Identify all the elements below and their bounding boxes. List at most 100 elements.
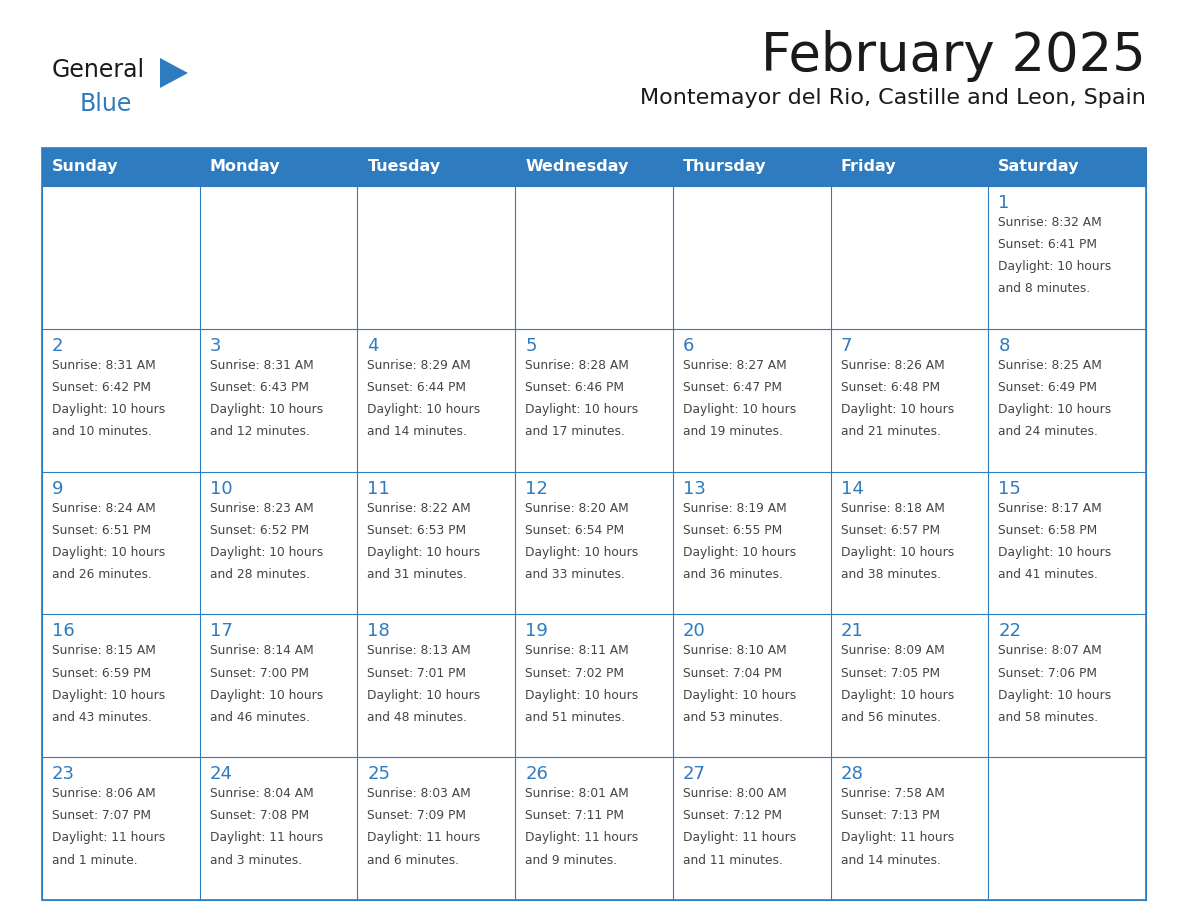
Text: Sunrise: 8:18 AM: Sunrise: 8:18 AM (841, 501, 944, 515)
Text: 16: 16 (52, 622, 75, 641)
Text: Daylight: 10 hours: Daylight: 10 hours (367, 546, 481, 559)
Text: Sunrise: 8:00 AM: Sunrise: 8:00 AM (683, 788, 786, 800)
Text: and 58 minutes.: and 58 minutes. (998, 711, 1099, 723)
Text: Daylight: 10 hours: Daylight: 10 hours (52, 688, 165, 701)
Text: Friday: Friday (841, 160, 896, 174)
Bar (42, 148, 1146, 900)
Text: Sunrise: 8:25 AM: Sunrise: 8:25 AM (998, 359, 1102, 372)
Text: and 41 minutes.: and 41 minutes. (998, 568, 1098, 581)
Text: Sunrise: 8:31 AM: Sunrise: 8:31 AM (210, 359, 314, 372)
Text: Sunrise: 8:28 AM: Sunrise: 8:28 AM (525, 359, 628, 372)
Text: Sunrise: 8:22 AM: Sunrise: 8:22 AM (367, 501, 472, 515)
Text: Sunset: 6:53 PM: Sunset: 6:53 PM (367, 524, 467, 537)
Text: 7: 7 (841, 337, 852, 354)
Text: Sunset: 6:52 PM: Sunset: 6:52 PM (210, 524, 309, 537)
Text: Daylight: 10 hours: Daylight: 10 hours (998, 688, 1112, 701)
Text: Daylight: 11 hours: Daylight: 11 hours (52, 832, 165, 845)
Text: Sunset: 7:11 PM: Sunset: 7:11 PM (525, 810, 624, 823)
Text: Daylight: 11 hours: Daylight: 11 hours (525, 832, 638, 845)
Text: Daylight: 10 hours: Daylight: 10 hours (525, 403, 638, 416)
Text: and 53 minutes.: and 53 minutes. (683, 711, 783, 723)
Text: and 11 minutes.: and 11 minutes. (683, 854, 783, 867)
Text: Sunrise: 8:01 AM: Sunrise: 8:01 AM (525, 788, 628, 800)
Text: Sunset: 6:51 PM: Sunset: 6:51 PM (52, 524, 151, 537)
Text: and 56 minutes.: and 56 minutes. (841, 711, 941, 723)
Text: and 8 minutes.: and 8 minutes. (998, 283, 1091, 296)
Text: Blue: Blue (80, 92, 132, 116)
Text: 3: 3 (210, 337, 221, 354)
Text: 25: 25 (367, 766, 391, 783)
Polygon shape (160, 58, 188, 88)
Text: Sunrise: 8:19 AM: Sunrise: 8:19 AM (683, 501, 786, 515)
Text: Sunset: 6:41 PM: Sunset: 6:41 PM (998, 238, 1098, 252)
Text: Wednesday: Wednesday (525, 160, 628, 174)
Text: Daylight: 10 hours: Daylight: 10 hours (367, 403, 481, 416)
Text: and 51 minutes.: and 51 minutes. (525, 711, 625, 723)
Text: 2: 2 (52, 337, 63, 354)
Text: 21: 21 (841, 622, 864, 641)
Text: 23: 23 (52, 766, 75, 783)
Text: Daylight: 11 hours: Daylight: 11 hours (367, 832, 481, 845)
Text: Sunrise: 8:17 AM: Sunrise: 8:17 AM (998, 501, 1102, 515)
Text: 15: 15 (998, 479, 1022, 498)
Text: 6: 6 (683, 337, 694, 354)
Text: Sunset: 7:01 PM: Sunset: 7:01 PM (367, 666, 467, 679)
Text: Daylight: 11 hours: Daylight: 11 hours (210, 832, 323, 845)
Text: 8: 8 (998, 337, 1010, 354)
Text: and 43 minutes.: and 43 minutes. (52, 711, 152, 723)
Text: Sunset: 6:42 PM: Sunset: 6:42 PM (52, 381, 151, 394)
Text: 4: 4 (367, 337, 379, 354)
Text: Daylight: 10 hours: Daylight: 10 hours (683, 403, 796, 416)
Text: and 14 minutes.: and 14 minutes. (367, 425, 467, 438)
Text: 9: 9 (52, 479, 63, 498)
Text: Daylight: 10 hours: Daylight: 10 hours (841, 546, 954, 559)
Text: 24: 24 (210, 766, 233, 783)
Text: Sunrise: 8:27 AM: Sunrise: 8:27 AM (683, 359, 786, 372)
Text: and 10 minutes.: and 10 minutes. (52, 425, 152, 438)
Text: 18: 18 (367, 622, 390, 641)
Text: Sunset: 6:43 PM: Sunset: 6:43 PM (210, 381, 309, 394)
Text: and 6 minutes.: and 6 minutes. (367, 854, 460, 867)
Text: Daylight: 10 hours: Daylight: 10 hours (210, 688, 323, 701)
Text: and 31 minutes.: and 31 minutes. (367, 568, 467, 581)
Text: Daylight: 11 hours: Daylight: 11 hours (841, 832, 954, 845)
Text: Sunrise: 8:15 AM: Sunrise: 8:15 AM (52, 644, 156, 657)
Text: Sunset: 7:12 PM: Sunset: 7:12 PM (683, 810, 782, 823)
Text: Daylight: 10 hours: Daylight: 10 hours (210, 546, 323, 559)
Text: Daylight: 10 hours: Daylight: 10 hours (525, 546, 638, 559)
Text: and 24 minutes.: and 24 minutes. (998, 425, 1098, 438)
Text: Sunset: 7:08 PM: Sunset: 7:08 PM (210, 810, 309, 823)
Text: Daylight: 10 hours: Daylight: 10 hours (210, 403, 323, 416)
Text: 12: 12 (525, 479, 548, 498)
Text: Sunrise: 8:07 AM: Sunrise: 8:07 AM (998, 644, 1102, 657)
Text: Sunset: 7:04 PM: Sunset: 7:04 PM (683, 666, 782, 679)
Text: Sunrise: 8:10 AM: Sunrise: 8:10 AM (683, 644, 786, 657)
Text: and 14 minutes.: and 14 minutes. (841, 854, 941, 867)
Text: 19: 19 (525, 622, 548, 641)
Text: Daylight: 10 hours: Daylight: 10 hours (998, 261, 1112, 274)
Text: Sunset: 6:59 PM: Sunset: 6:59 PM (52, 666, 151, 679)
Text: 10: 10 (210, 479, 233, 498)
Text: Sunrise: 8:26 AM: Sunrise: 8:26 AM (841, 359, 944, 372)
Text: Daylight: 10 hours: Daylight: 10 hours (998, 403, 1112, 416)
Text: Sunday: Sunday (52, 160, 119, 174)
Text: and 26 minutes.: and 26 minutes. (52, 568, 152, 581)
Text: and 19 minutes.: and 19 minutes. (683, 425, 783, 438)
Text: Sunset: 7:09 PM: Sunset: 7:09 PM (367, 810, 467, 823)
Text: 27: 27 (683, 766, 706, 783)
Text: 20: 20 (683, 622, 706, 641)
Text: Sunset: 6:58 PM: Sunset: 6:58 PM (998, 524, 1098, 537)
Text: Daylight: 10 hours: Daylight: 10 hours (367, 688, 481, 701)
Text: and 28 minutes.: and 28 minutes. (210, 568, 310, 581)
Text: and 1 minute.: and 1 minute. (52, 854, 138, 867)
Text: Daylight: 11 hours: Daylight: 11 hours (683, 832, 796, 845)
Text: Sunset: 6:48 PM: Sunset: 6:48 PM (841, 381, 940, 394)
Text: Sunset: 7:02 PM: Sunset: 7:02 PM (525, 666, 624, 679)
Text: and 21 minutes.: and 21 minutes. (841, 425, 941, 438)
Text: Sunrise: 8:09 AM: Sunrise: 8:09 AM (841, 644, 944, 657)
Text: Sunrise: 8:06 AM: Sunrise: 8:06 AM (52, 788, 156, 800)
Text: Sunrise: 8:14 AM: Sunrise: 8:14 AM (210, 644, 314, 657)
Text: and 3 minutes.: and 3 minutes. (210, 854, 302, 867)
Text: and 33 minutes.: and 33 minutes. (525, 568, 625, 581)
Text: 1: 1 (998, 194, 1010, 212)
